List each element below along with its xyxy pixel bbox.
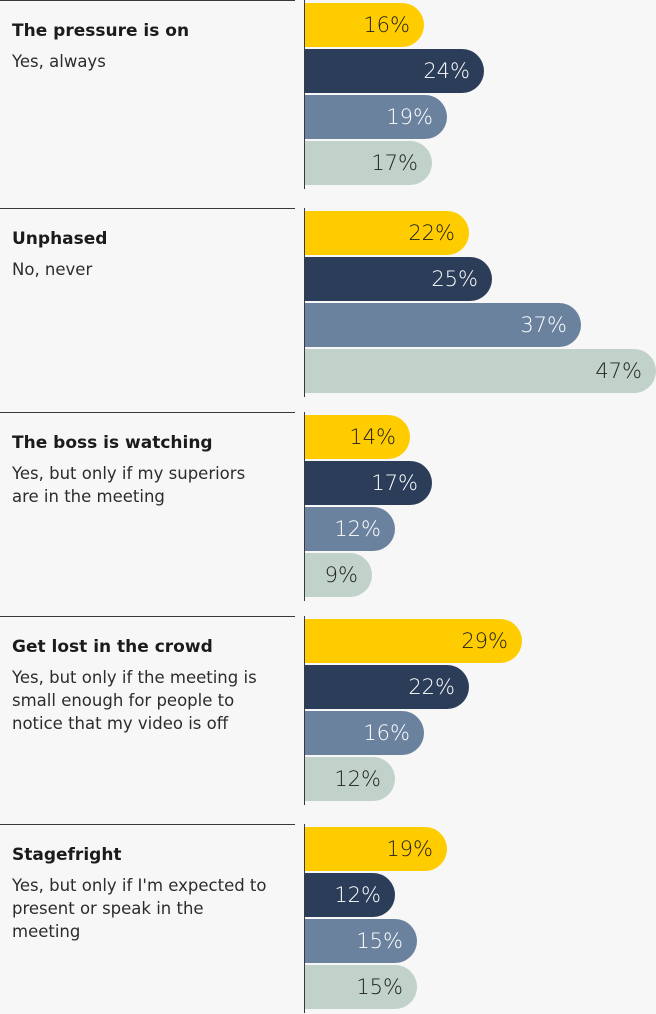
bar-value-label: 15% xyxy=(356,929,403,953)
bar xyxy=(305,415,410,459)
bar-value-label: 24% xyxy=(423,59,470,83)
bar-value-label: 9% xyxy=(324,563,358,587)
bar-value-label: 12% xyxy=(334,517,381,541)
group-title: The boss is watching xyxy=(12,433,213,453)
bar xyxy=(305,619,522,663)
bar-value-label: 12% xyxy=(334,767,381,791)
bar-value-label: 12% xyxy=(334,883,381,907)
axis-line xyxy=(304,208,305,397)
bar xyxy=(305,711,424,755)
group-subtitle: Yes, always xyxy=(12,52,106,71)
group-title: Unphased xyxy=(12,229,108,249)
bar xyxy=(305,665,469,709)
axis-line xyxy=(304,0,305,189)
bar xyxy=(305,965,417,1009)
bar xyxy=(305,827,447,871)
bar-value-label: 19% xyxy=(386,837,433,861)
bar-value-label: 16% xyxy=(363,13,410,37)
bar-value-label: 29% xyxy=(461,629,508,653)
bar-value-label: 37% xyxy=(520,313,567,337)
bar xyxy=(305,211,469,255)
bar-value-label: 17% xyxy=(371,471,418,495)
chart-group: Get lost in the crowd Yes, but only if th… xyxy=(0,616,656,806)
group-subtitle: No, never xyxy=(12,260,93,279)
group-title: The pressure is on xyxy=(12,21,190,41)
group-divider xyxy=(0,412,295,413)
bar xyxy=(305,461,432,505)
bar xyxy=(305,257,492,301)
bar-value-label: 22% xyxy=(408,675,455,699)
axis-line xyxy=(304,616,305,805)
bar-value-label: 19% xyxy=(386,105,433,129)
bar-value-label: 15% xyxy=(356,975,403,999)
group-divider xyxy=(0,0,295,1)
bar-value-label: 17% xyxy=(371,151,418,175)
bar xyxy=(305,553,372,597)
group-subtitle: Yes, but only if I'm expected to present… xyxy=(12,876,267,941)
bar-value-label: 47% xyxy=(595,359,642,383)
group-title: Get lost in the crowd xyxy=(12,637,213,657)
bar-value-label: 16% xyxy=(363,721,410,745)
bar xyxy=(305,3,424,47)
group-subtitle: Yes, but only if my superiors are in the… xyxy=(12,464,246,506)
bar xyxy=(305,919,417,963)
chart-group: Unphased No, never 22% 25% 37% 47% xyxy=(0,208,656,398)
chart-group: The boss is watching Yes, but only if my … xyxy=(0,412,656,602)
group-divider xyxy=(0,616,295,617)
bar xyxy=(305,873,395,917)
bar xyxy=(305,303,581,347)
group-divider xyxy=(0,824,295,825)
bar-value-label: 25% xyxy=(431,267,478,291)
bar-value-label: 22% xyxy=(408,221,455,245)
chart-group: The pressure is on Yes, always 16% 24% 19% 17… xyxy=(0,0,656,190)
axis-line xyxy=(304,412,305,601)
axis-line xyxy=(304,824,305,1013)
bar xyxy=(305,95,447,139)
group-subtitle: Yes, but only if the meeting is small en… xyxy=(12,668,257,733)
chart-group: Stagefright Yes, but only if I'm expected… xyxy=(0,824,656,1014)
bar xyxy=(305,507,395,551)
bar xyxy=(305,49,484,93)
group-divider xyxy=(0,208,295,209)
bar xyxy=(305,141,432,185)
bar xyxy=(305,757,395,801)
bar-value-label: 14% xyxy=(349,425,396,449)
group-title: Stagefright xyxy=(12,845,122,865)
bar xyxy=(305,349,656,393)
